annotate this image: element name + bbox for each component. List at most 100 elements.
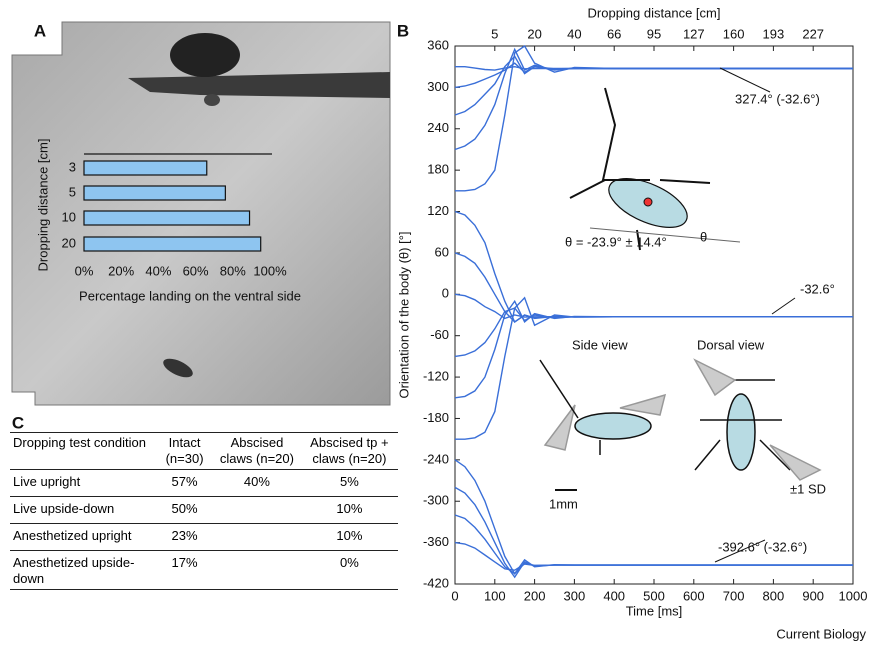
annotation: θ [700, 229, 707, 244]
x-tick-label: 20% [108, 263, 134, 278]
annotation: Dorsal view [697, 337, 765, 352]
y-tick-label: -300 [423, 493, 449, 508]
y-tick-label: -120 [423, 369, 449, 384]
table-cell: 17% [156, 550, 214, 590]
table-row: Anesthetized upside-down 17% 0% [10, 550, 398, 590]
x-tick-label: 800 [763, 588, 785, 603]
x-tick-label: 200 [524, 588, 546, 603]
table-header: Dropping test condition Intact (n=30) Absc… [10, 432, 398, 470]
x-tick-label: 0 [451, 588, 458, 603]
x2-tick-label: 127 [683, 26, 705, 41]
bar [83, 210, 251, 226]
y-tick-label: -420 [423, 575, 449, 590]
x2-tick-label: 95 [647, 26, 661, 41]
series-line [454, 293, 853, 320]
series-line [454, 459, 853, 575]
panel-label: A [34, 21, 46, 40]
x2-tick-label: 40 [567, 26, 581, 41]
annotation: -32.6° [800, 281, 835, 296]
x-axis-label: Time [ms] [626, 603, 683, 618]
y-tick-label: -360 [423, 534, 449, 549]
x-tick-label: 0% [75, 263, 94, 278]
annotation: -392.6° (-32.6°) [718, 539, 807, 554]
bar [83, 185, 226, 201]
table-cell: Anesthetized upside-down [10, 550, 156, 590]
series-line [454, 210, 853, 323]
header-cell: Intact (n=30) [156, 432, 214, 470]
annotation-arrow [719, 67, 771, 93]
dorsal-view-diagram [693, 358, 822, 481]
series-line [455, 296, 853, 440]
x-tick-label: 400 [603, 588, 625, 603]
x2-axis-label: Dropping distance [cm] [588, 5, 721, 20]
header-cell: Abscised tp + claws (n=20) [300, 432, 398, 470]
table-cell: Live upright [10, 469, 156, 497]
y-tick-label: 20 [62, 235, 76, 250]
table-row: Anesthetized upright 23% 10% [10, 523, 398, 551]
beetle-falling [163, 358, 193, 378]
header-cell: Abscised claws (n=20) [213, 432, 301, 470]
x-axis-label: Percentage landing on the ventral side [79, 288, 301, 303]
series-line [454, 541, 853, 571]
x2-tick-label: 193 [763, 26, 785, 41]
table-cell: 50% [156, 496, 214, 524]
y-tick-label: -180 [423, 410, 449, 425]
y-tick-label: 180 [427, 162, 449, 177]
bar [83, 160, 208, 176]
annotation-arrow [714, 539, 766, 563]
table-body: Live upright 57% 40% 5% Live upside-down 50% 1… [10, 469, 398, 590]
x-tick-label: 80% [220, 263, 246, 278]
series-line [455, 44, 853, 192]
annotation-arrow [771, 297, 796, 315]
annotation: 327.4° (-32.6°) [735, 91, 820, 106]
annotation: Side view [572, 337, 628, 352]
y-tick-label: 0 [442, 286, 449, 301]
x-tick-label: 300 [564, 588, 586, 603]
y-tick-label: -240 [423, 451, 449, 466]
annotation: 1mm [549, 496, 578, 511]
table-cell: 10% [300, 496, 398, 524]
x2-tick-label: 5 [491, 26, 498, 41]
y-tick-label: 300 [427, 79, 449, 94]
bar [83, 236, 262, 252]
y-tick-label: 240 [427, 120, 449, 135]
table-cell [213, 523, 301, 551]
x-tick-label: 100% [253, 263, 287, 278]
x-tick-label: 500 [643, 588, 665, 603]
y-tick-label: 10 [62, 209, 76, 224]
table-cell: Live upside-down [10, 496, 156, 524]
y-tick-label: 60 [435, 244, 449, 259]
side-view-diagram [539, 359, 667, 491]
table-cell: 10% [300, 523, 398, 551]
panel-label: B [397, 21, 409, 40]
header-cell: Dropping test condition [10, 432, 156, 470]
beetle-small [204, 94, 220, 106]
x-tick-label: 900 [802, 588, 824, 603]
x-tick-label: 60% [183, 263, 209, 278]
table: Dropping test condition Intact (n=30) Absc… [10, 432, 398, 590]
table-cell: Anesthetized upright [10, 523, 156, 551]
table-cell: 23% [156, 523, 214, 551]
x-tick-label: 700 [723, 588, 745, 603]
table-cell [213, 496, 301, 524]
x2-tick-label: 20 [527, 26, 541, 41]
beetle-top [170, 33, 240, 77]
x-tick-label: 40% [145, 263, 171, 278]
table-row: Live upright 57% 40% 5% [10, 469, 398, 497]
table-cell [213, 550, 301, 590]
stick [128, 72, 390, 98]
table-cell: 0% [300, 550, 398, 590]
x-tick-label: 600 [683, 588, 705, 603]
y-axis-label: Dropping distance [cm] [35, 139, 50, 272]
y-tick-label: 360 [427, 37, 449, 52]
y-tick-label: -60 [430, 327, 449, 342]
y-axis-label: Orientation of the body (θ) [°] [396, 231, 411, 398]
table-cell: 5% [300, 469, 398, 497]
footer: Current Biology [776, 626, 866, 641]
x-tick-label: 1000 [839, 588, 868, 603]
annotation: θ = -23.9° ± 14.4° [565, 234, 667, 249]
annotation: ±1 SD [790, 481, 826, 496]
y-tick-label: 3 [69, 159, 76, 174]
